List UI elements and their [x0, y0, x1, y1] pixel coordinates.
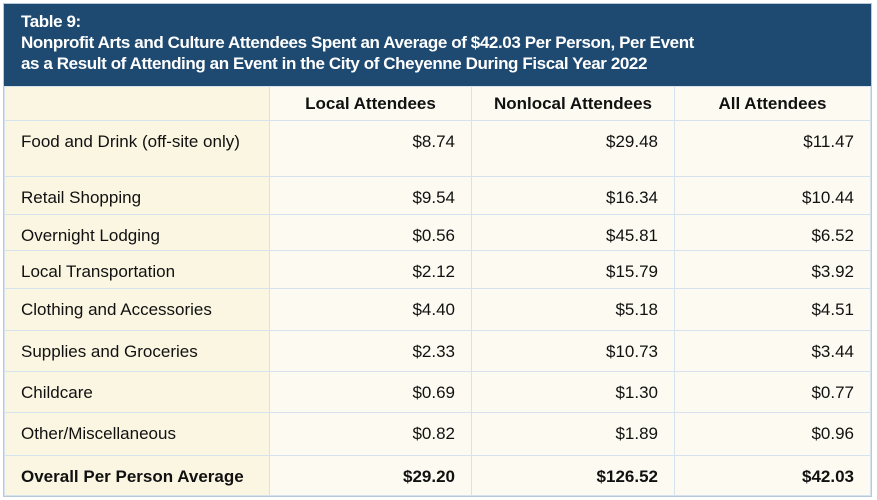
row-label: Clothing and Accessories: [4, 288, 270, 331]
column-header: [4, 86, 270, 121]
table-row: Clothing and Accessories $4.40 $5.18 $4.51: [4, 288, 871, 331]
row-label: Other/Miscellaneous: [4, 412, 270, 456]
header-row: Local Attendees Nonlocal Attendees All A…: [4, 86, 871, 121]
local-value: $9.54: [269, 176, 472, 215]
local-value: $29.20: [269, 455, 472, 496]
local-value: $4.40: [269, 288, 472, 331]
nonlocal-value: $16.34: [471, 176, 675, 215]
table-row: Supplies and Groceries $2.33 $10.73 $3.44: [4, 330, 871, 372]
table-row: Childcare $0.69 $1.30 $0.77: [4, 371, 871, 413]
title-line: as a Result of Attending an Event in the…: [21, 54, 648, 73]
table-row: Retail Shopping $9.54 $16.34 $10.44: [4, 176, 871, 215]
all-value: $0.77: [674, 371, 871, 413]
row-label: Childcare: [4, 371, 270, 413]
table-row: Overnight Lodging $0.56 $45.81 $6.52: [4, 214, 871, 251]
local-value: $2.12: [269, 250, 472, 289]
nonlocal-value: $29.48: [471, 120, 675, 177]
all-value: $11.47: [674, 120, 871, 177]
nonlocal-value: $1.89: [471, 412, 675, 456]
all-value: $10.44: [674, 176, 871, 215]
row-label: Local Transportation: [4, 250, 270, 289]
table-row: Food and Drink (off-site only) $8.74 $29.4…: [4, 120, 871, 177]
row-label: Supplies and Groceries: [4, 330, 270, 372]
all-value: $3.44: [674, 330, 871, 372]
row-label: Overnight Lodging: [4, 214, 270, 251]
column-header-nonlocal: Nonlocal Attendees: [471, 86, 675, 121]
row-label: Overall Per Person Average: [4, 455, 270, 496]
all-value: $6.52: [674, 214, 871, 251]
column-header-all: All Attendees: [674, 86, 871, 121]
column-header-local: Local Attendees: [269, 86, 472, 121]
local-value: $8.74: [269, 120, 472, 177]
table-number: Table 9:: [21, 12, 81, 31]
nonlocal-value: $5.18: [471, 288, 675, 331]
local-value: $0.69: [269, 371, 472, 413]
nonlocal-value: $45.81: [471, 214, 675, 251]
title-line: Nonprofit Arts and Culture Attendees Spe…: [21, 33, 694, 52]
table-row: Local Transportation $2.12 $15.79 $3.92: [4, 250, 871, 289]
nonlocal-value: $1.30: [471, 371, 675, 413]
local-value: $2.33: [269, 330, 472, 372]
all-value: $42.03: [674, 455, 871, 496]
all-value: $3.92: [674, 250, 871, 289]
data-table: Local Attendees Nonlocal Attendees All A…: [4, 86, 871, 496]
local-value: $0.82: [269, 412, 472, 456]
all-value: $0.96: [674, 412, 871, 456]
row-label: Retail Shopping: [4, 176, 270, 215]
nonlocal-value: $15.79: [471, 250, 675, 289]
spending-table: Table 9: Nonprofit Arts and Culture Atte…: [3, 3, 872, 497]
total-row: Overall Per Person Average $29.20 $126.52 $…: [4, 455, 871, 496]
all-value: $4.51: [674, 288, 871, 331]
table-title: Table 9: Nonprofit Arts and Culture Atte…: [4, 4, 871, 86]
table-row: Other/Miscellaneous $0.82 $1.89 $0.96: [4, 412, 871, 456]
row-label: Food and Drink (off-site only): [4, 120, 270, 177]
nonlocal-value: $10.73: [471, 330, 675, 372]
nonlocal-value: $126.52: [471, 455, 675, 496]
local-value: $0.56: [269, 214, 472, 251]
